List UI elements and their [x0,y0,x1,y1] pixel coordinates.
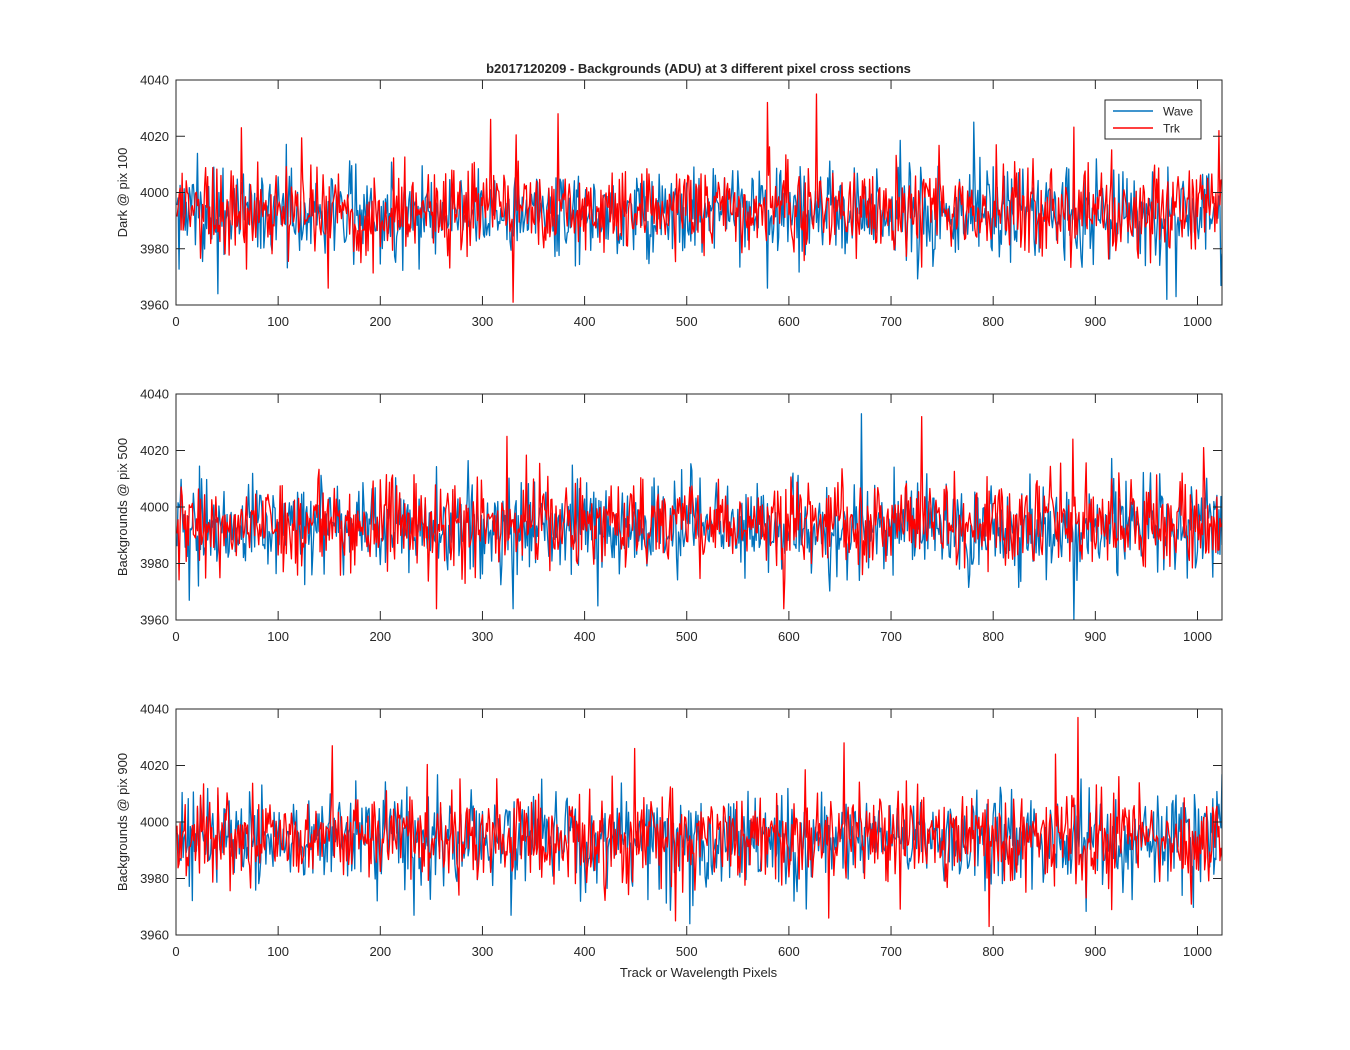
panel-1: 0 100 200 300 400 500 600 700 800 900 1000 3960 3980… [115,73,1223,329]
x-tick-label: 500 [676,944,698,959]
legend-box [1104,99,1202,140]
x-tick-label: 300 [472,314,494,329]
series-line-trk [176,716,1222,928]
x-axis-label: Track or Wavelength Pixels [620,965,778,980]
x-tick-label: 1000 [1183,314,1212,329]
x-tick-label: 500 [676,314,698,329]
x-tick-label: 100 [267,629,289,644]
x-tick-label: 900 [1084,629,1106,644]
x-tick-label: 200 [369,944,391,959]
y-axis-label: Backgrounds @ pix 500 [115,438,130,576]
x-tick-label: 200 [369,314,391,329]
y-tick-label: 3960 [140,928,169,943]
x-tick-label: 0 [172,314,179,329]
y-tick-label: 4000 [140,815,169,830]
x-tick-label: 900 [1084,314,1106,329]
y-tick-label: 4040 [140,702,169,717]
x-tick-label: 0 [172,944,179,959]
y-tick-label: 4000 [140,185,169,200]
x-tick-label: 400 [574,629,596,644]
series-line-trk [176,93,1222,303]
x-tick-label: 300 [472,629,494,644]
y-tick-label: 4000 [140,500,169,515]
legend-label-trk: Trk [1163,122,1181,136]
x-tick-label: 200 [369,629,391,644]
x-tick-label: 500 [676,629,698,644]
legend: Wave Trk [1104,99,1202,140]
x-tick-label: 100 [267,314,289,329]
y-tick-label: 3960 [140,298,169,313]
x-tick-label: 800 [982,314,1004,329]
x-tick-label: 1000 [1183,944,1212,959]
panel-3: 0 100 200 300 400 500 600 700 800 900 1000 3960 3980… [115,702,1223,959]
x-tick-label: 600 [778,629,800,644]
x-tick-label: 300 [472,944,494,959]
x-tick-label: 0 [172,629,179,644]
y-tick-label: 4040 [140,73,169,88]
y-axis-label: Dark @ pix 100 [115,148,130,238]
figure-title: b2017120209 - Backgrounds (ADU) at 3 dif… [486,61,911,76]
x-tick-label: 600 [778,944,800,959]
x-tick-label: 800 [982,629,1004,644]
y-tick-label: 3980 [140,871,169,886]
x-tick-label: 700 [880,314,902,329]
y-tick-label: 3980 [140,241,169,256]
panels: 0 100 200 300 400 500 600 700 800 900 100039603980… [115,73,1223,959]
x-tick-label: 700 [880,944,902,959]
y-tick-label: 4020 [140,758,169,773]
y-tick-label: 3960 [140,613,169,628]
x-tick-label: 800 [982,944,1004,959]
x-tick-label: 600 [778,314,800,329]
y-axis-label: Backgrounds @ pix 900 [115,753,130,891]
series-line-trk [176,415,1222,610]
x-tick-label: 400 [574,944,596,959]
y-tick-label: 4020 [140,443,169,458]
x-tick-label: 100 [267,944,289,959]
y-tick-label: 4040 [140,387,169,402]
legend-label-wave: Wave [1163,105,1194,119]
y-tick-label: 3980 [140,556,169,571]
panel-2: 0 100 200 300 400 500 600 700 800 900 1000 3960 3980… [115,387,1223,644]
x-tick-label: 400 [574,314,596,329]
x-tick-label: 700 [880,629,902,644]
y-tick-label: 4020 [140,129,169,144]
x-tick-label: 900 [1084,944,1106,959]
x-tick-label: 1000 [1183,629,1212,644]
